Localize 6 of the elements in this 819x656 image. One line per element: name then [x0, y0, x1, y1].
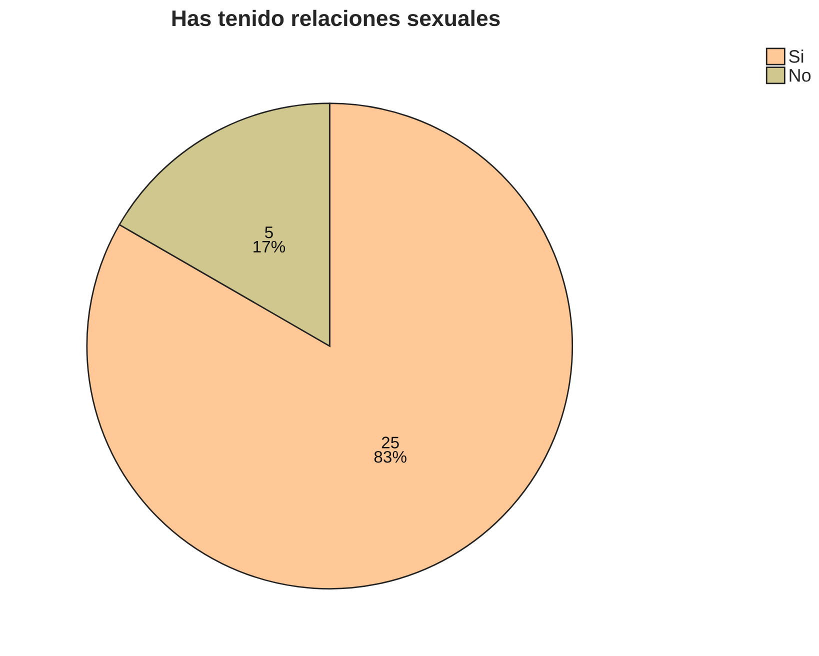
pie-slice	[86, 102, 574, 590]
legend-label: No	[790, 69, 811, 82]
data-label: 5 17%	[254, 226, 286, 253]
chart-title: Has tenido relaciones sexuales	[172, 10, 500, 26]
data-label: 25 83%	[374, 436, 406, 463]
legend-label: Si	[789, 50, 804, 63]
